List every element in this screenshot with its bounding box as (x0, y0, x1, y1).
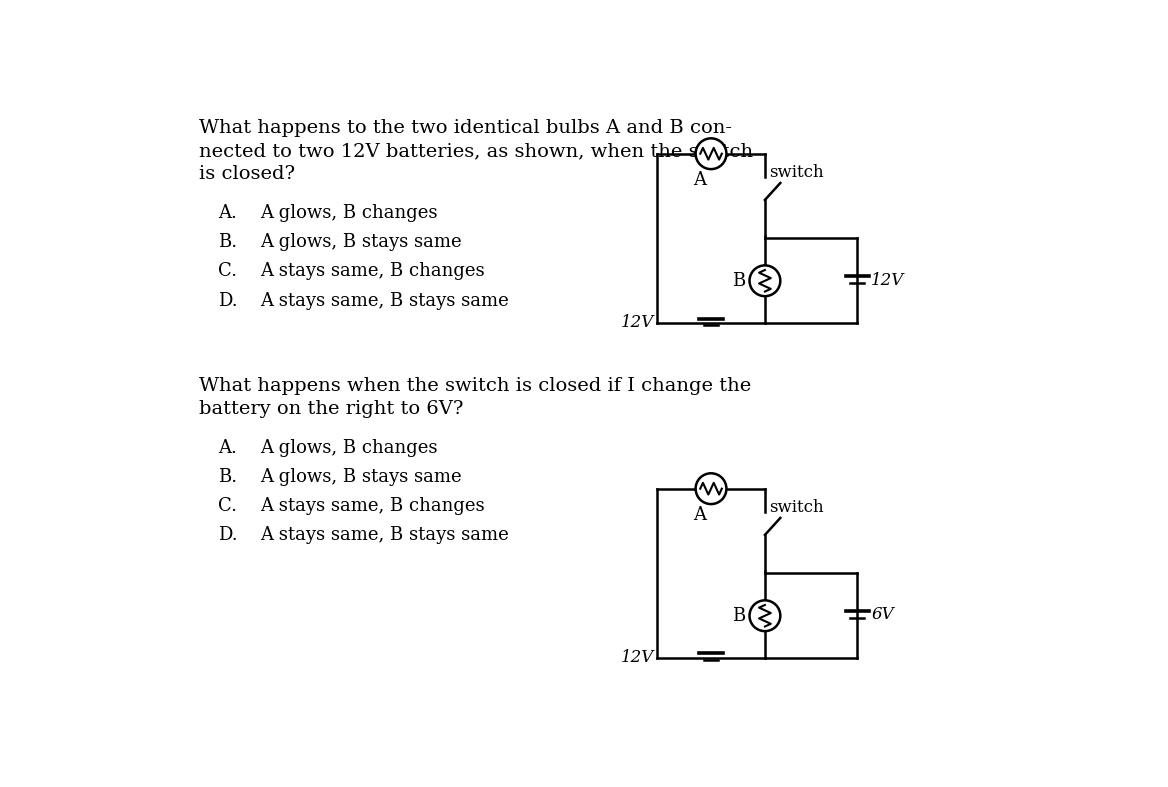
Text: battery on the right to 6V?: battery on the right to 6V? (199, 400, 464, 418)
Text: nected to two 12V batteries, as shown, when the switch: nected to two 12V batteries, as shown, w… (199, 142, 753, 161)
Circle shape (750, 265, 780, 296)
Text: What happens when the switch is closed if I change the: What happens when the switch is closed i… (199, 377, 751, 395)
Circle shape (750, 600, 780, 631)
Text: B.: B. (218, 468, 237, 486)
Text: A stays same, B changes: A stays same, B changes (260, 497, 485, 515)
Text: A stays same, B stays same: A stays same, B stays same (260, 527, 509, 545)
Text: A stays same, B stays same: A stays same, B stays same (260, 291, 509, 309)
Text: A glows, B changes: A glows, B changes (260, 438, 438, 456)
Text: switch: switch (770, 164, 825, 181)
Text: is closed?: is closed? (199, 165, 296, 183)
Text: A glows, B stays same: A glows, B stays same (260, 233, 463, 251)
Text: A: A (693, 506, 705, 524)
Text: What happens to the two identical bulbs A and B con-: What happens to the two identical bulbs … (199, 119, 732, 137)
Text: B: B (732, 607, 745, 625)
Text: C.: C. (218, 497, 237, 515)
Text: A.: A. (218, 204, 237, 222)
Text: 12V: 12V (620, 648, 654, 666)
Text: A.: A. (218, 438, 237, 456)
Text: 12V: 12V (620, 314, 654, 331)
Circle shape (696, 139, 726, 169)
Text: B: B (732, 272, 745, 290)
Text: 12V: 12V (871, 272, 904, 289)
Text: C.: C. (218, 262, 237, 280)
Text: B.: B. (218, 233, 237, 251)
Text: switch: switch (770, 499, 825, 515)
Text: D.: D. (218, 291, 238, 309)
Circle shape (696, 473, 726, 504)
Text: A glows, B changes: A glows, B changes (260, 204, 438, 222)
Text: A glows, B stays same: A glows, B stays same (260, 468, 463, 486)
Text: 6V: 6V (871, 607, 894, 623)
Text: A stays same, B changes: A stays same, B changes (260, 262, 485, 280)
Text: A: A (693, 172, 705, 190)
Text: D.: D. (218, 527, 238, 545)
